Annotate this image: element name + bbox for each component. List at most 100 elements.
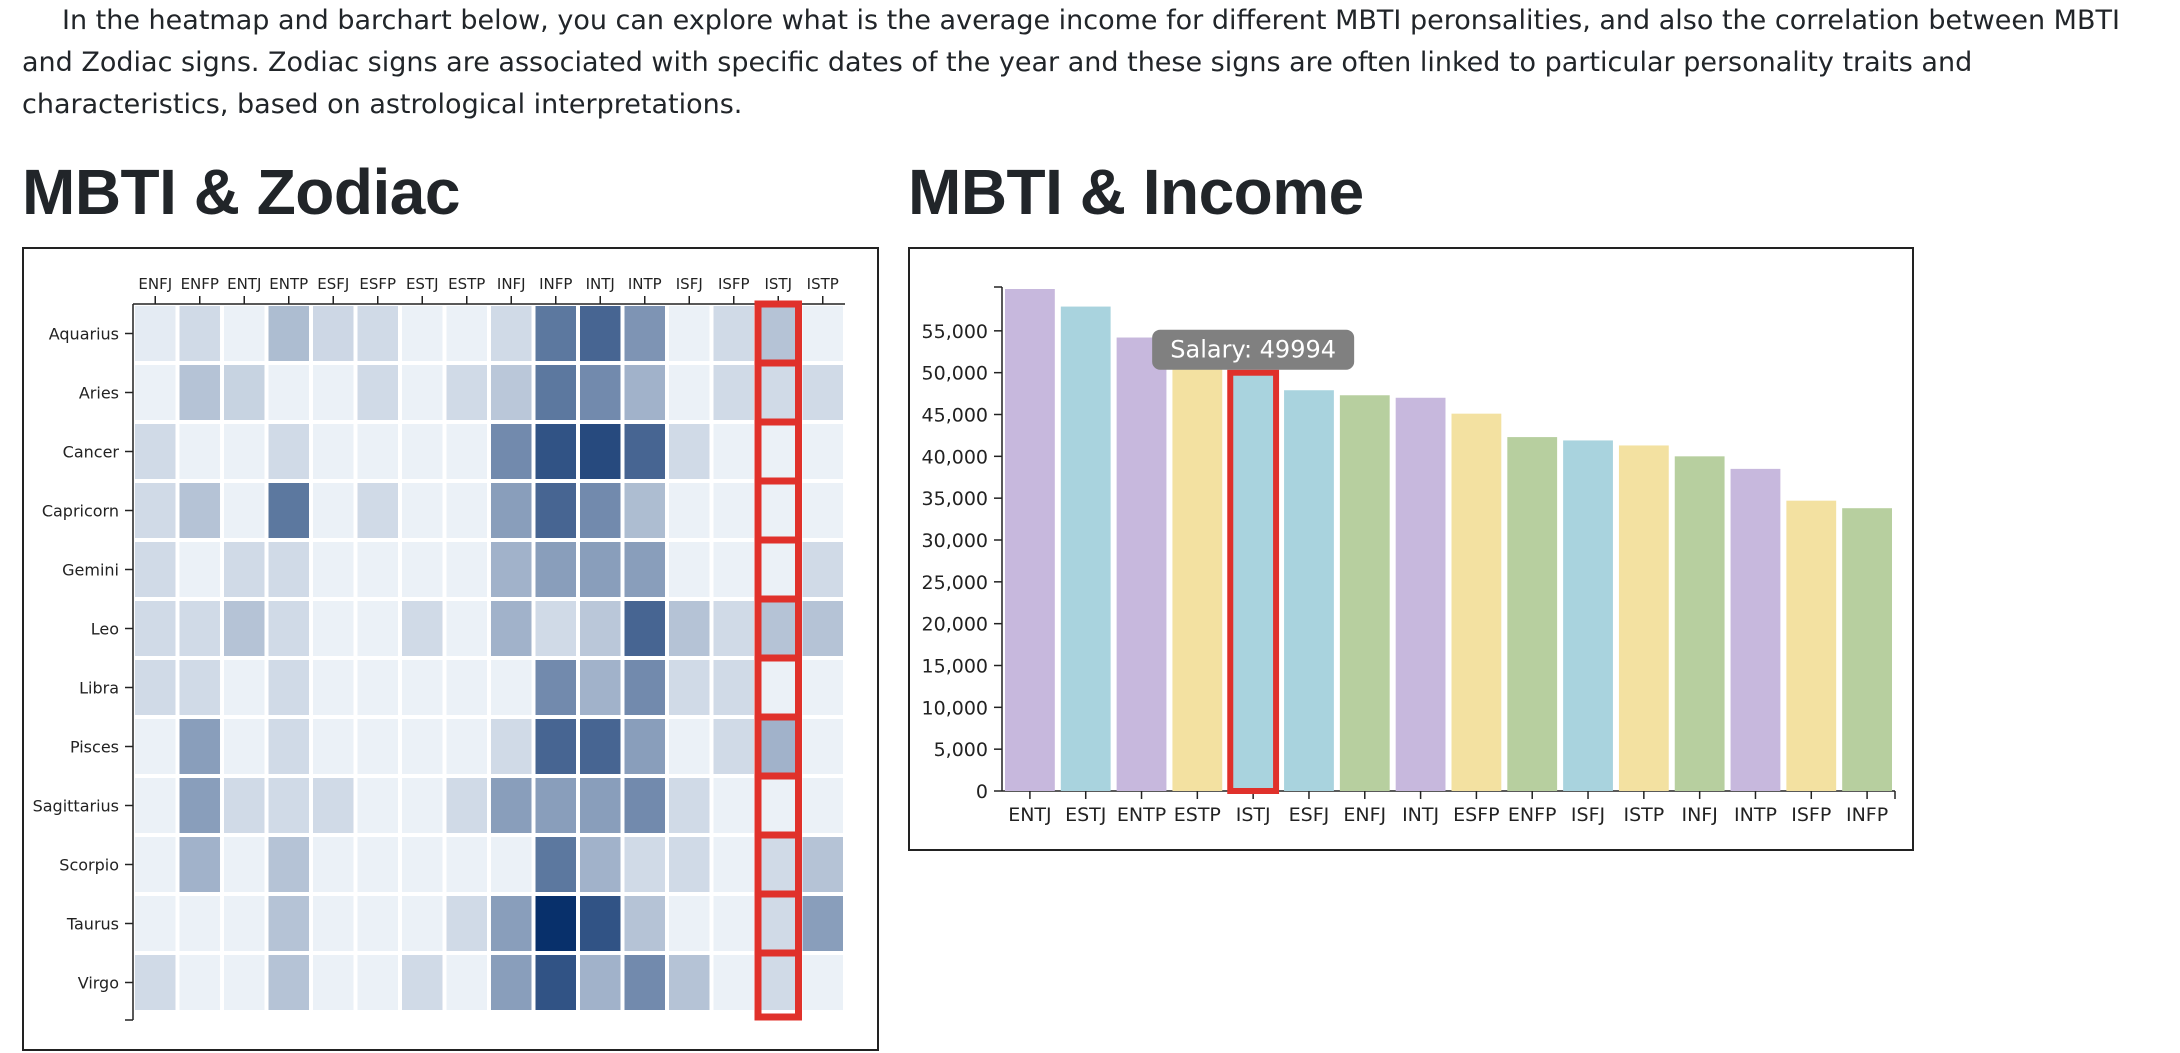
bar[interactable] bbox=[1172, 361, 1223, 791]
heatmap-cell[interactable] bbox=[135, 306, 176, 361]
heatmap-cell[interactable] bbox=[224, 542, 265, 597]
heatmap-cell[interactable] bbox=[357, 542, 399, 597]
heatmap-cell[interactable] bbox=[669, 955, 710, 1010]
heatmap-cell[interactable] bbox=[313, 837, 354, 892]
heatmap-cell[interactable] bbox=[357, 365, 399, 420]
heatmap-cell[interactable] bbox=[446, 955, 488, 1010]
heatmap-cell[interactable] bbox=[535, 837, 577, 892]
heatmap-cell[interactable] bbox=[491, 896, 532, 951]
heatmap-cell[interactable] bbox=[179, 896, 221, 951]
heatmap-cell[interactable] bbox=[580, 896, 621, 951]
heatmap-cell[interactable] bbox=[402, 483, 443, 538]
heatmap-cell[interactable] bbox=[491, 601, 532, 656]
heatmap-cell[interactable] bbox=[580, 955, 621, 1010]
heatmap-cell[interactable] bbox=[535, 365, 577, 420]
heatmap-cell[interactable] bbox=[402, 365, 443, 420]
heatmap-cell[interactable] bbox=[402, 837, 443, 892]
heatmap-cell[interactable] bbox=[224, 896, 265, 951]
bar[interactable] bbox=[1730, 468, 1781, 791]
heatmap-cell[interactable] bbox=[535, 306, 577, 361]
heatmap-cell[interactable] bbox=[713, 483, 755, 538]
heatmap-cell[interactable] bbox=[580, 483, 621, 538]
heatmap-cell[interactable] bbox=[135, 778, 176, 833]
heatmap-cell[interactable] bbox=[268, 365, 310, 420]
heatmap-cell[interactable] bbox=[268, 837, 310, 892]
heatmap-cell[interactable] bbox=[357, 837, 399, 892]
heatmap-cell[interactable] bbox=[624, 483, 666, 538]
heatmap-cell[interactable] bbox=[624, 424, 666, 479]
bar[interactable] bbox=[1451, 413, 1502, 791]
heatmap-cell[interactable] bbox=[268, 660, 310, 715]
bar[interactable] bbox=[1339, 395, 1390, 791]
heatmap-cell[interactable] bbox=[580, 365, 621, 420]
heatmap-cell[interactable] bbox=[446, 542, 488, 597]
heatmap-cell[interactable] bbox=[313, 424, 354, 479]
heatmap-cell[interactable] bbox=[135, 601, 176, 656]
heatmap-cell[interactable] bbox=[624, 778, 666, 833]
heatmap-cell[interactable] bbox=[802, 365, 844, 420]
heatmap-cell[interactable] bbox=[491, 778, 532, 833]
heatmap-cell[interactable] bbox=[313, 365, 354, 420]
heatmap-cell[interactable] bbox=[802, 542, 844, 597]
heatmap-cell[interactable] bbox=[135, 955, 176, 1010]
heatmap-cell[interactable] bbox=[624, 542, 666, 597]
heatmap-cell[interactable] bbox=[535, 955, 577, 1010]
heatmap-cell[interactable] bbox=[535, 896, 577, 951]
heatmap-cell[interactable] bbox=[713, 542, 755, 597]
heatmap-cell[interactable] bbox=[402, 660, 443, 715]
heatmap-cell[interactable] bbox=[758, 896, 799, 951]
heatmap-cell[interactable] bbox=[402, 424, 443, 479]
heatmap-cell[interactable] bbox=[669, 365, 710, 420]
heatmap-cell[interactable] bbox=[802, 601, 844, 656]
heatmap-cell[interactable] bbox=[580, 660, 621, 715]
heatmap-cell[interactable] bbox=[491, 542, 532, 597]
heatmap-cell[interactable] bbox=[669, 719, 710, 774]
heatmap-cell[interactable] bbox=[357, 660, 399, 715]
heatmap-cell[interactable] bbox=[669, 483, 710, 538]
heatmap-cell[interactable] bbox=[669, 837, 710, 892]
heatmap-cell[interactable] bbox=[758, 365, 799, 420]
heatmap-cell[interactable] bbox=[758, 837, 799, 892]
heatmap-cell[interactable] bbox=[758, 542, 799, 597]
heatmap-cell[interactable] bbox=[491, 719, 532, 774]
heatmap-cell[interactable] bbox=[758, 483, 799, 538]
heatmap-cell[interactable] bbox=[402, 778, 443, 833]
heatmap-cell[interactable] bbox=[357, 483, 399, 538]
heatmap-cell[interactable] bbox=[535, 660, 577, 715]
heatmap-cell[interactable] bbox=[624, 837, 666, 892]
heatmap-cell[interactable] bbox=[224, 424, 265, 479]
heatmap-cell[interactable] bbox=[402, 719, 443, 774]
heatmap-cell[interactable] bbox=[313, 483, 354, 538]
heatmap-cell[interactable] bbox=[313, 955, 354, 1010]
heatmap-cell[interactable] bbox=[268, 955, 310, 1010]
heatmap-cell[interactable] bbox=[135, 483, 176, 538]
heatmap-cell[interactable] bbox=[357, 778, 399, 833]
heatmap-cell[interactable] bbox=[268, 896, 310, 951]
heatmap-cell[interactable] bbox=[313, 719, 354, 774]
heatmap-cell[interactable] bbox=[179, 483, 221, 538]
heatmap-cell[interactable] bbox=[580, 837, 621, 892]
heatmap-cell[interactable] bbox=[446, 424, 488, 479]
heatmap-cell[interactable] bbox=[535, 424, 577, 479]
income-barchart[interactable]: 0 5,000 10,000 15,000 20,000 25,000 30,000 35,0… bbox=[910, 249, 1912, 849]
heatmap-cell[interactable] bbox=[446, 365, 488, 420]
bar[interactable] bbox=[1284, 390, 1334, 791]
heatmap-cell[interactable] bbox=[802, 424, 844, 479]
heatmap-cell[interactable] bbox=[224, 365, 265, 420]
heatmap-cell[interactable] bbox=[179, 955, 221, 1010]
bar[interactable] bbox=[1005, 289, 1055, 791]
heatmap-cell[interactable] bbox=[669, 424, 710, 479]
heatmap-cell[interactable] bbox=[268, 542, 310, 597]
heatmap-cell[interactable] bbox=[802, 955, 844, 1010]
heatmap-cell[interactable] bbox=[669, 601, 710, 656]
heatmap-cell[interactable] bbox=[179, 719, 221, 774]
heatmap-cell[interactable] bbox=[446, 306, 488, 361]
bar[interactable] bbox=[1786, 500, 1837, 791]
bar[interactable] bbox=[1618, 445, 1669, 791]
heatmap-cell[interactable] bbox=[135, 837, 176, 892]
heatmap-cell[interactable] bbox=[179, 542, 221, 597]
heatmap-cell[interactable] bbox=[802, 306, 844, 361]
heatmap-cell[interactable] bbox=[446, 778, 488, 833]
heatmap-cell[interactable] bbox=[713, 424, 755, 479]
heatmap-cell[interactable] bbox=[624, 365, 666, 420]
